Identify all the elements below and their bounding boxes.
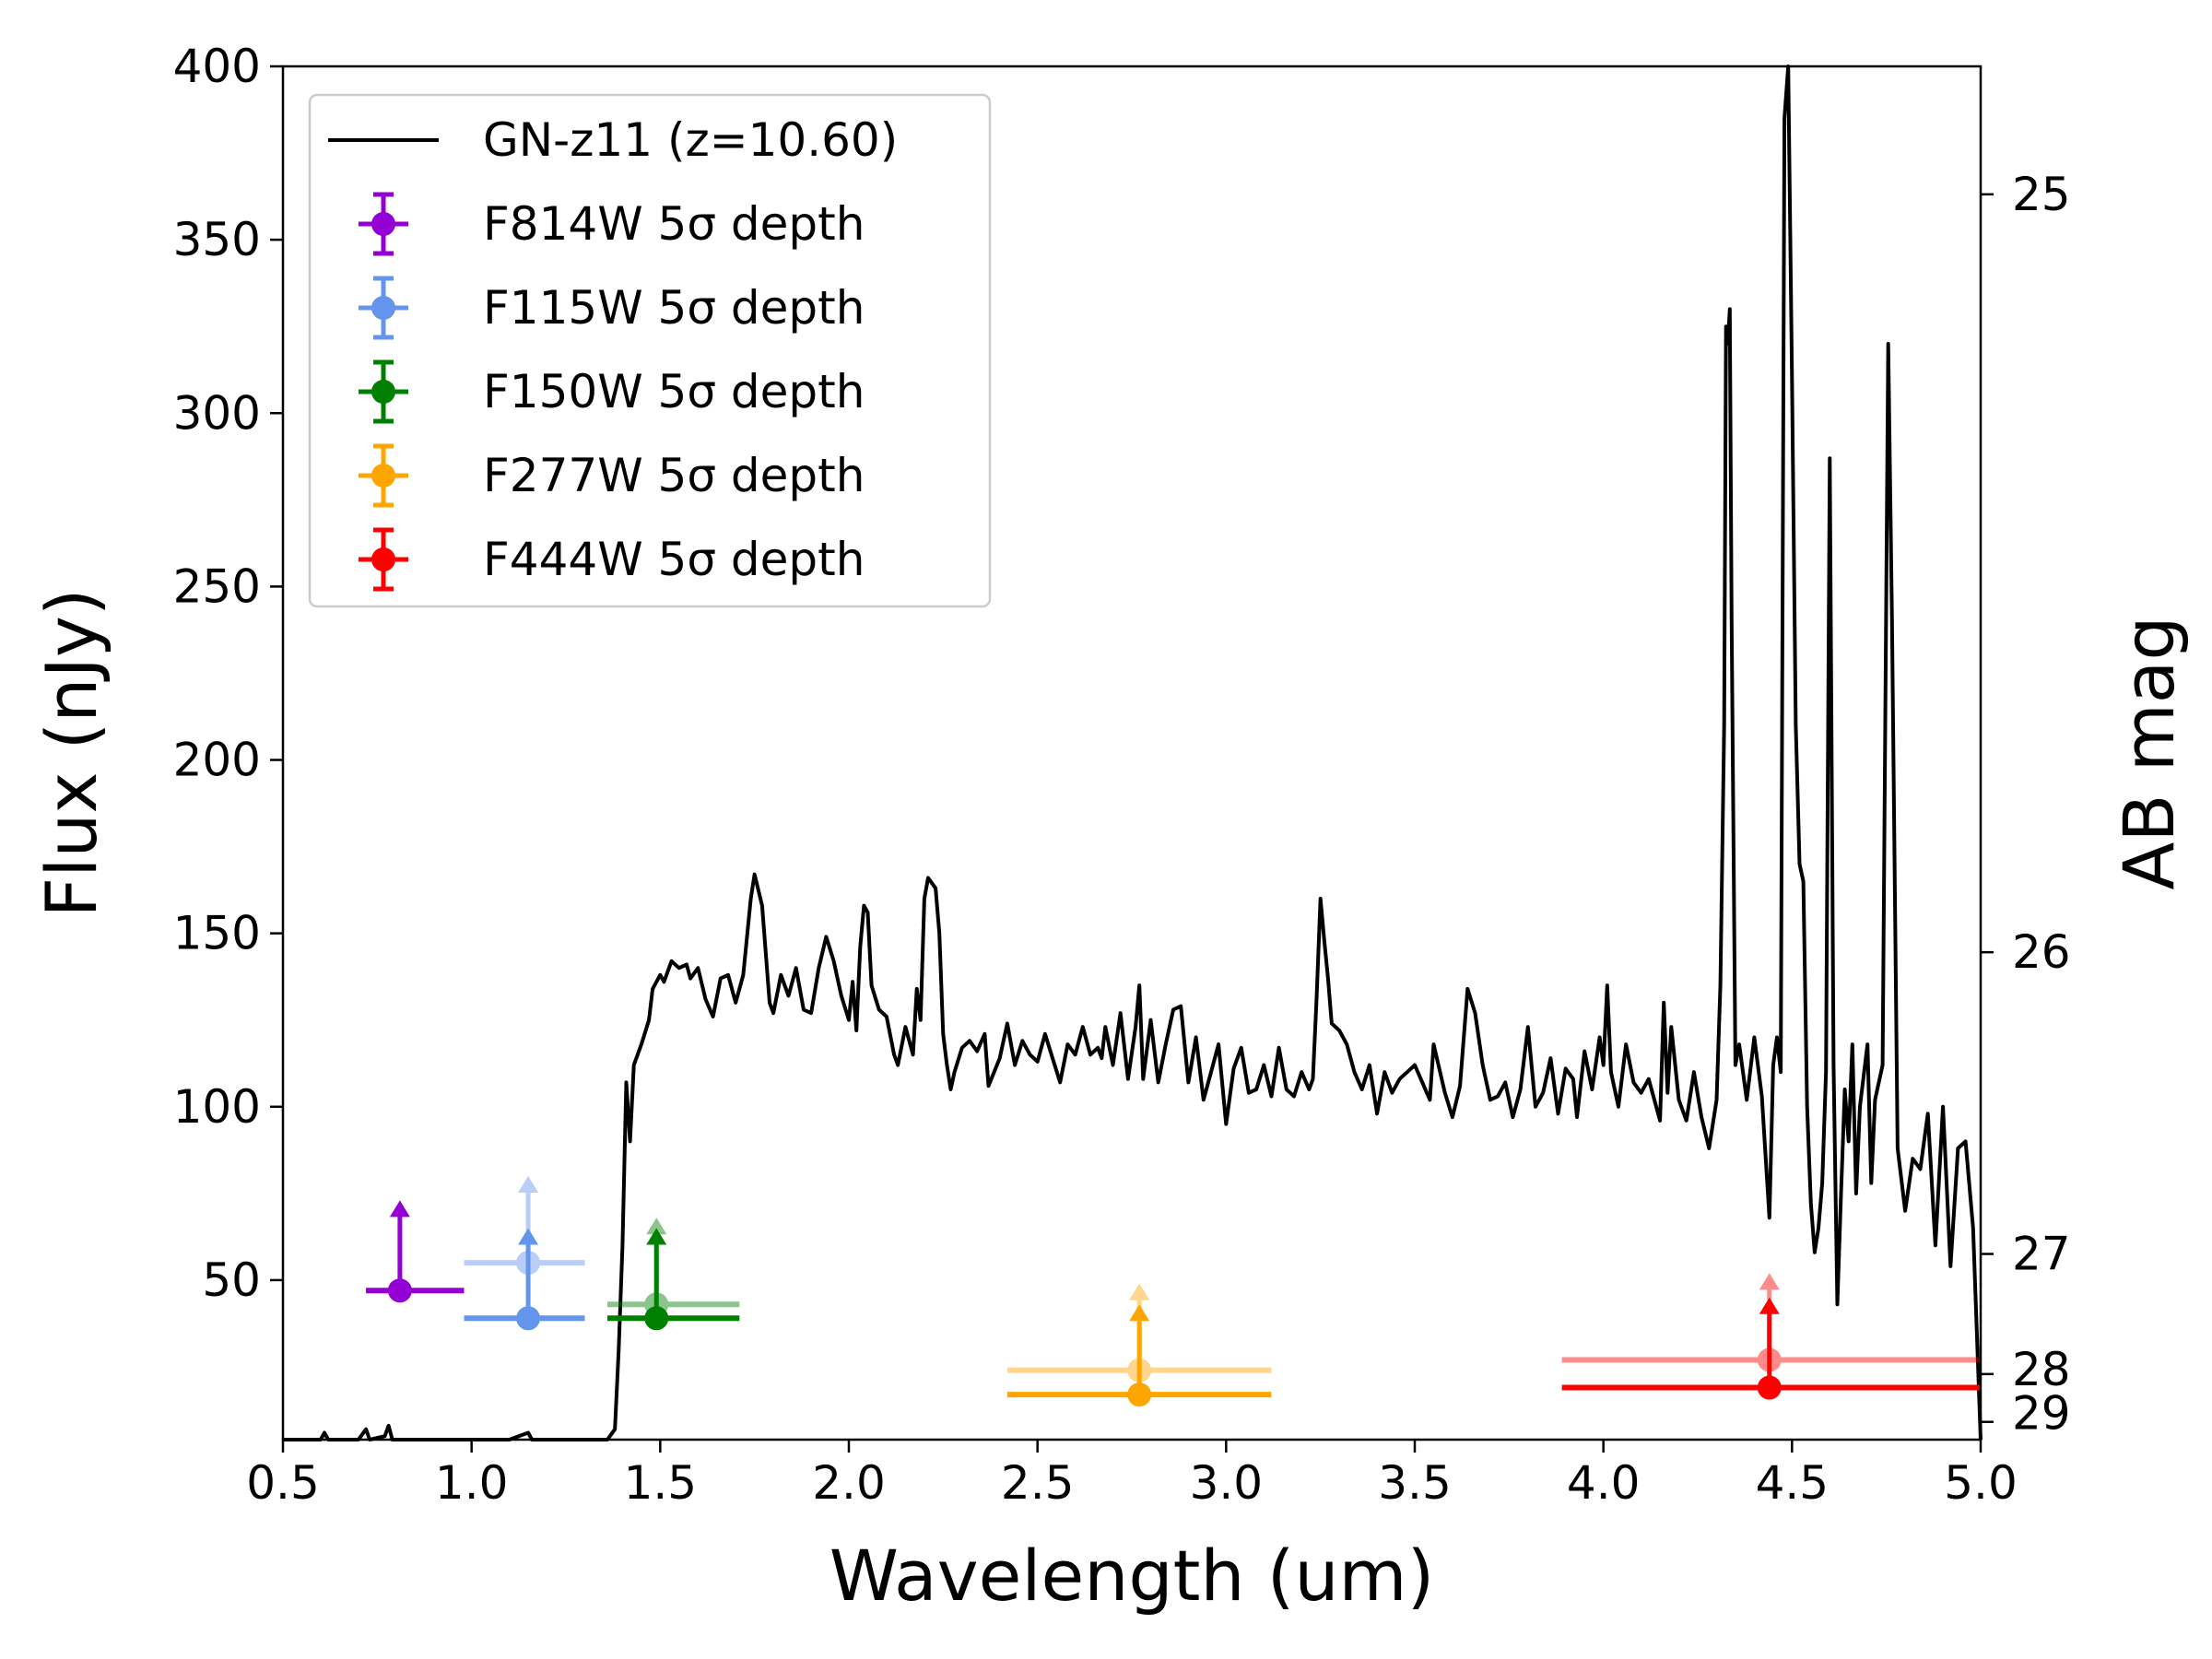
depth-point [1757,1347,1782,1372]
legend-entry: F444W 5σ depth [359,527,865,592]
x-tick-label: 2.0 [812,1456,886,1510]
legend-marker [371,547,395,571]
y2-tick-label: 26 [2012,925,2071,979]
depth-point [1127,1358,1152,1382]
depth-arrow-head [646,1218,667,1235]
depth-arrow-head [1759,1273,1780,1290]
legend-label: F115W 5σ depth [483,281,865,335]
depth-marker-f277w [1006,1304,1272,1407]
legend-label: F150W 5σ depth [483,365,865,418]
x-axis-title: Wavelength (um) [830,1535,1435,1617]
legend-label: F444W 5σ depth [483,533,865,586]
x-tick-label: 1.0 [435,1456,509,1510]
depth-marker-f444w [1561,1297,1981,1400]
depth-arrow-head [1759,1297,1780,1314]
depth-arrow-head [518,1176,539,1194]
y2-tick-label: 29 [2012,1387,2071,1441]
depth-point [644,1292,669,1317]
legend-entry: F150W 5σ depth [359,359,865,424]
y-tick-label: 300 [173,386,261,440]
spectrum-line [283,65,1983,1441]
y2-tick-label: 28 [2012,1343,2071,1396]
depth-marker-f150w [607,1228,740,1331]
y-tick-label: 100 [173,1080,261,1134]
plot-marks [283,65,1983,1441]
y2-tick-label: 27 [2012,1228,2071,1281]
depth-arrow-head [1129,1304,1150,1322]
depth-arrow-head [646,1228,667,1245]
legend-frame [308,93,992,608]
depth-arrow-head [389,1200,410,1218]
depth-point [387,1278,412,1303]
y-tick-label: 200 [173,734,261,787]
legend: GN-z11 (z=10.60) F814W 5σ depth F115W 5σ d… [308,93,992,608]
x-tick-label: 3.5 [1378,1456,1452,1510]
x-tick-label: 3.0 [1190,1456,1264,1510]
x-tick-label: 1.5 [624,1456,698,1510]
depth-marker-f814w [366,1200,465,1303]
axes: 0.5 1.0 1.5 2.0 2.5 3.0 3.5 4.0 4.5 5.0 50 100 150 20… [173,40,2071,1510]
y2-axis-title: AB mag [2108,616,2190,889]
legend-marker [371,296,395,320]
x-tick-label: 4.0 [1567,1456,1641,1510]
legend-marker [371,464,395,488]
x-tick-label: 2.5 [1001,1456,1075,1510]
x-tick-label: 5.0 [1944,1456,2018,1510]
x-tick-label: 4.5 [1756,1456,1830,1510]
y2-tick-label: 25 [2012,168,2071,221]
depth-marker-f115w [464,1228,585,1331]
y-tick-label: 350 [173,213,261,266]
depth-marker-f150w-faded [607,1218,740,1317]
legend-entry: F277W 5σ depth [359,443,865,508]
depth-point [1757,1375,1782,1400]
x-tick-label: 0.5 [246,1456,320,1510]
y-tick-label: 400 [173,40,261,93]
depth-arrow-head [518,1228,539,1245]
depth-point [516,1306,541,1331]
depth-marker-f444w-faded [1561,1273,1981,1372]
legend-label: GN-z11 (z=10.60) [483,113,898,167]
depth-marker-f277w-faded [1006,1283,1272,1382]
y-tick-label: 150 [173,907,261,960]
legend-marker [371,380,395,404]
legend-label: F814W 5σ depth [483,197,865,251]
plot-frame [281,65,1983,1441]
y-tick-label: 250 [173,559,261,613]
legend-entry: F814W 5σ depth [359,192,865,256]
legend-marker [371,212,395,236]
y-tick-label: 50 [202,1253,261,1307]
legend-entry: GN-z11 (z=10.60) [328,113,898,167]
depth-marker-f115w-faded [464,1176,585,1276]
depth-point [644,1306,669,1331]
legend-entry: F115W 5σ depth [359,276,865,340]
legend-label: F277W 5σ depth [483,449,865,502]
y-axis-title: Flux (nJy) [30,589,112,918]
depth-point [1127,1382,1152,1407]
depth-arrow-head [1129,1283,1150,1300]
depth-point [516,1251,541,1276]
